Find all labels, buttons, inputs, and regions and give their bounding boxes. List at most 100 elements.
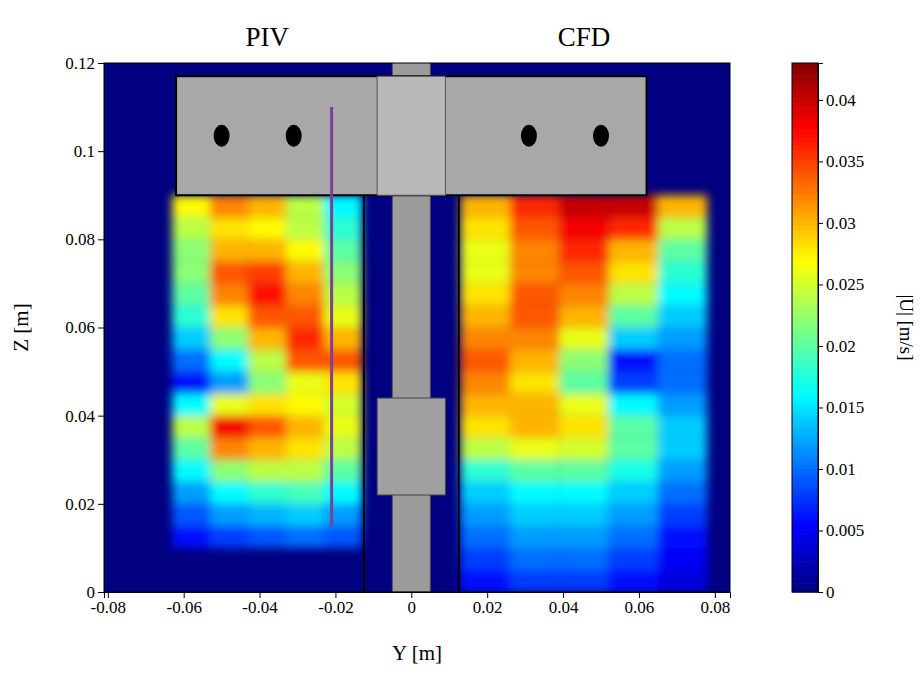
heatmap-cell — [286, 416, 324, 438]
heatmap-cell — [172, 217, 210, 239]
heatmap-cell — [210, 239, 248, 261]
colorbar-swatch — [792, 292, 818, 297]
colorbar-swatch — [792, 103, 818, 108]
colorbar-swatch — [792, 394, 818, 399]
heatmap-cell — [286, 239, 324, 261]
colorbar-swatch — [792, 76, 818, 81]
heatmap-cell — [210, 438, 248, 460]
heatmap-cell — [248, 438, 286, 460]
heatmap-cell — [248, 504, 286, 526]
tick-label: 0.02 — [826, 337, 856, 356]
colorbar-swatch — [792, 323, 818, 328]
colorbar-swatch — [792, 186, 818, 191]
colorbar-swatch — [792, 341, 818, 346]
heatmap-cell — [559, 570, 608, 592]
heatmap-cell — [658, 570, 707, 592]
heatmap-cell — [210, 261, 248, 283]
heatmap-cell — [248, 460, 286, 482]
tick: -0.02 — [318, 592, 353, 617]
tick-label: 0.08 — [700, 598, 730, 617]
heatmap-cell — [461, 416, 510, 438]
colorbar-swatch — [792, 266, 818, 271]
colorbar-swatch — [792, 530, 818, 535]
colorbar-swatch — [792, 358, 818, 363]
colorbar-swatch — [792, 345, 818, 350]
tick: 0.1 — [74, 142, 104, 161]
heatmap-cell — [286, 394, 324, 416]
heatmap-cell — [210, 504, 248, 526]
impeller-hole — [593, 125, 609, 147]
tick: 0 — [87, 583, 105, 602]
heatmap-cell — [461, 328, 510, 350]
tick-label: 0 — [826, 583, 835, 602]
heatmap-cell — [210, 350, 248, 372]
colorbar-swatch — [792, 557, 818, 562]
colorbar-swatch — [792, 169, 818, 174]
heatmap-cell — [172, 350, 210, 372]
heatmap-cell — [210, 372, 248, 394]
heatmap-cell — [510, 548, 559, 570]
tick-label: 0.01 — [826, 460, 856, 479]
colorbar-swatch — [792, 283, 818, 288]
tick: 0.01 — [818, 460, 856, 479]
colorbar-swatch — [792, 134, 818, 139]
colorbar-swatch — [792, 125, 818, 130]
heatmap-cell — [559, 283, 608, 305]
colorbar-swatch — [792, 107, 818, 112]
heatmap-cell — [248, 217, 286, 239]
tick-label: 0.03 — [826, 214, 856, 233]
heatmap-cell — [609, 394, 658, 416]
heatmap-cell — [172, 504, 210, 526]
colorbar-swatch — [792, 98, 818, 103]
heatmap-cell — [510, 482, 559, 504]
heatmap-cell — [510, 394, 559, 416]
panel-title: CFD — [558, 22, 611, 52]
heatmap-cell — [609, 570, 658, 592]
colorbar-swatch — [792, 552, 818, 557]
heatmap-cell — [461, 394, 510, 416]
tick-label: 0.005 — [826, 521, 864, 540]
colorbar-swatch — [792, 253, 818, 258]
colorbar-swatch — [792, 477, 818, 482]
colorbar-swatch — [792, 72, 818, 77]
colorbar-swatch — [792, 231, 818, 236]
colorbar-swatch — [792, 204, 818, 209]
heatmap-cell — [609, 283, 658, 305]
heatmap-cell — [286, 195, 324, 217]
heatmap-cell — [324, 350, 362, 372]
colorbar-swatch — [792, 336, 818, 341]
colorbar-swatch — [792, 138, 818, 143]
heatmap-cell — [510, 438, 559, 460]
colorbar-swatch — [792, 67, 818, 72]
heatmap-cell — [461, 261, 510, 283]
heatmap-cell — [658, 460, 707, 482]
heatmap-cell — [658, 239, 707, 261]
chart: -0.08-0.06-0.04-0.0200.020.040.060.0800.… — [0, 0, 920, 676]
tick: -0.08 — [91, 592, 126, 617]
tick-label: 0.12 — [65, 54, 95, 73]
heatmap-cell — [559, 350, 608, 372]
tick: 0.03 — [818, 214, 856, 233]
tick: 0 — [818, 583, 835, 602]
heatmap-cell — [286, 504, 324, 526]
heatmap-cell — [172, 305, 210, 327]
colorbar-swatch — [792, 332, 818, 337]
cells — [172, 195, 707, 592]
colorbar-swatch — [792, 120, 818, 125]
heatmap-cell — [658, 372, 707, 394]
tick-mark — [98, 239, 104, 240]
colorbar-swatch — [792, 548, 818, 553]
tick-label: -0.08 — [91, 598, 126, 617]
tick: 0.025 — [818, 275, 864, 294]
colorbar-swatch — [792, 314, 818, 319]
tick-mark — [98, 504, 104, 505]
colorbar-swatch — [792, 535, 818, 540]
colorbar-swatch — [792, 160, 818, 165]
heatmap-cell — [609, 416, 658, 438]
heatmap-cell — [172, 482, 210, 504]
heatmap-cell — [609, 372, 658, 394]
colorbar-swatch — [792, 429, 818, 434]
heatmap-cell — [248, 195, 286, 217]
heatmap-cell — [286, 372, 324, 394]
colorbar-swatch — [792, 407, 818, 412]
